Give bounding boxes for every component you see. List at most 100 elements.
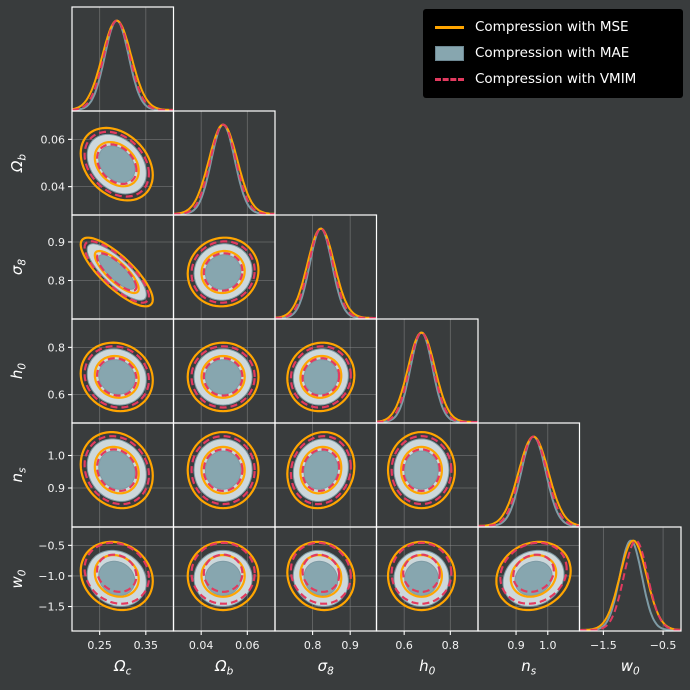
contour-outer — [289, 345, 352, 409]
panel-omega_c-omega_c — [72, 7, 174, 111]
density-curve — [275, 227, 377, 319]
panel-omega_b-omega_c — [72, 111, 174, 215]
density-curve — [478, 435, 580, 527]
contour-inner — [202, 553, 244, 593]
x-tick-label: 1.0 — [539, 639, 557, 652]
panel-n_s-sigma_8 — [275, 423, 377, 527]
contour-outer — [79, 236, 154, 308]
x-tick-label: 0.6 — [395, 639, 413, 652]
y-param-label-omega_b: Ωb — [8, 154, 29, 173]
contour-inner — [303, 359, 339, 395]
contour-outer — [386, 540, 456, 612]
density-curve — [478, 435, 580, 527]
y-tick-label: −1.0 — [38, 570, 65, 583]
contour-inner — [303, 450, 339, 490]
x-tick-label: −0.5 — [650, 639, 677, 652]
contour-outer — [390, 435, 453, 506]
contour-outer — [79, 341, 154, 413]
contour-inner — [96, 448, 138, 492]
density-curve — [173, 123, 275, 215]
density-curve — [376, 331, 478, 423]
contour-outer — [390, 541, 453, 605]
contour-outer — [79, 126, 154, 202]
y-tick-label: 0.06 — [41, 133, 66, 146]
x-param-label-n_s: ns — [521, 657, 537, 678]
contour-inner — [93, 141, 140, 188]
contour-outer — [286, 341, 356, 413]
x-param-label-omega_c: Ωc — [113, 657, 131, 678]
contour-inner — [512, 553, 555, 593]
legend-label-vmim: Compression with VMIM — [475, 71, 637, 87]
panel-n_s-h_0 — [376, 423, 478, 527]
contour-inner — [301, 448, 341, 492]
panel-n_s-omega_b — [173, 423, 275, 527]
x-param-label-omega_b: Ωb — [214, 657, 233, 678]
y-axis-labels: 0.04 0.06 Ωb 0.8 0.9 σ8 0.6 0.8 h0 0.9 1.0 ns −1.5 −1… — [8, 133, 72, 614]
contour-inner — [200, 445, 246, 495]
panel-w_0-n_s — [478, 527, 580, 631]
x-tick-label: 0.9 — [341, 639, 359, 652]
y-tick-label: 1.0 — [48, 450, 66, 463]
contour-inner — [200, 354, 246, 399]
contour-inner — [202, 252, 244, 292]
contour-outer — [83, 541, 150, 605]
x-tick-label: 0.04 — [189, 639, 214, 652]
legend-label-mse: Compression with MSE — [475, 19, 629, 35]
contour-inner — [200, 554, 246, 598]
x-tick-label: 0.35 — [134, 639, 159, 652]
contour-outer — [83, 240, 150, 304]
y-tick-label: −1.5 — [38, 601, 65, 614]
panel-w_0-sigma_8 — [275, 527, 377, 631]
contour-outer — [83, 130, 150, 198]
contour-outer — [499, 541, 568, 605]
contour-inner — [93, 249, 140, 295]
panel-sigma_8-omega_c — [72, 215, 174, 319]
contour-inner — [96, 553, 138, 593]
contour-inner — [98, 359, 136, 395]
x-param-label-sigma_8: σ8 — [318, 657, 335, 678]
x-tick-label: 0.8 — [442, 639, 460, 652]
x-tick-label: 0.9 — [507, 639, 525, 652]
contour-inner — [96, 252, 138, 292]
x-param-label-h_0: h0 — [419, 657, 436, 678]
contour-outer — [190, 435, 256, 506]
density-curve — [72, 19, 174, 111]
contour-inner — [299, 554, 343, 598]
legend: Compression with MSE Compression with MA… — [423, 9, 683, 98]
panel-h_0-sigma_8 — [275, 319, 377, 423]
panel-w_0-h_0 — [376, 527, 478, 631]
contour-inner — [301, 553, 341, 593]
contour-inner — [202, 357, 244, 397]
contour-outer — [286, 431, 356, 510]
panel-border — [578, 526, 682, 632]
contour-inner — [204, 254, 242, 290]
contour-inner — [98, 450, 136, 490]
panel-sigma_8-omega_b — [173, 215, 275, 319]
contour-outer — [495, 540, 572, 612]
contour-inner — [404, 450, 439, 490]
panel-n_s-n_s — [478, 423, 580, 527]
y-tick-label: −0.5 — [38, 539, 65, 552]
contour-inner — [204, 450, 242, 490]
legend-item-mae: Compression with MAE — [435, 45, 671, 62]
contour-inner — [204, 560, 242, 596]
contour-outer — [289, 435, 352, 506]
contour-inner — [402, 553, 441, 593]
x-param-label-w_0: w0 — [621, 657, 640, 678]
contour-inner — [301, 357, 341, 397]
contour-inner — [400, 445, 443, 495]
y-tick-label: 0.04 — [41, 181, 66, 194]
contour-inner — [200, 249, 246, 295]
panel-omega_b-omega_b — [173, 111, 275, 215]
contour-outer — [286, 540, 356, 612]
contour-outer — [386, 431, 456, 510]
panel-h_0-h_0 — [376, 319, 478, 423]
legend-item-mse: Compression with MSE — [435, 19, 671, 36]
x-tick-label: −1.5 — [590, 639, 617, 652]
x-tick-label: 0.8 — [304, 639, 322, 652]
contour-outer — [186, 236, 260, 308]
contour-inner — [98, 145, 136, 183]
contour-inner — [96, 143, 138, 185]
